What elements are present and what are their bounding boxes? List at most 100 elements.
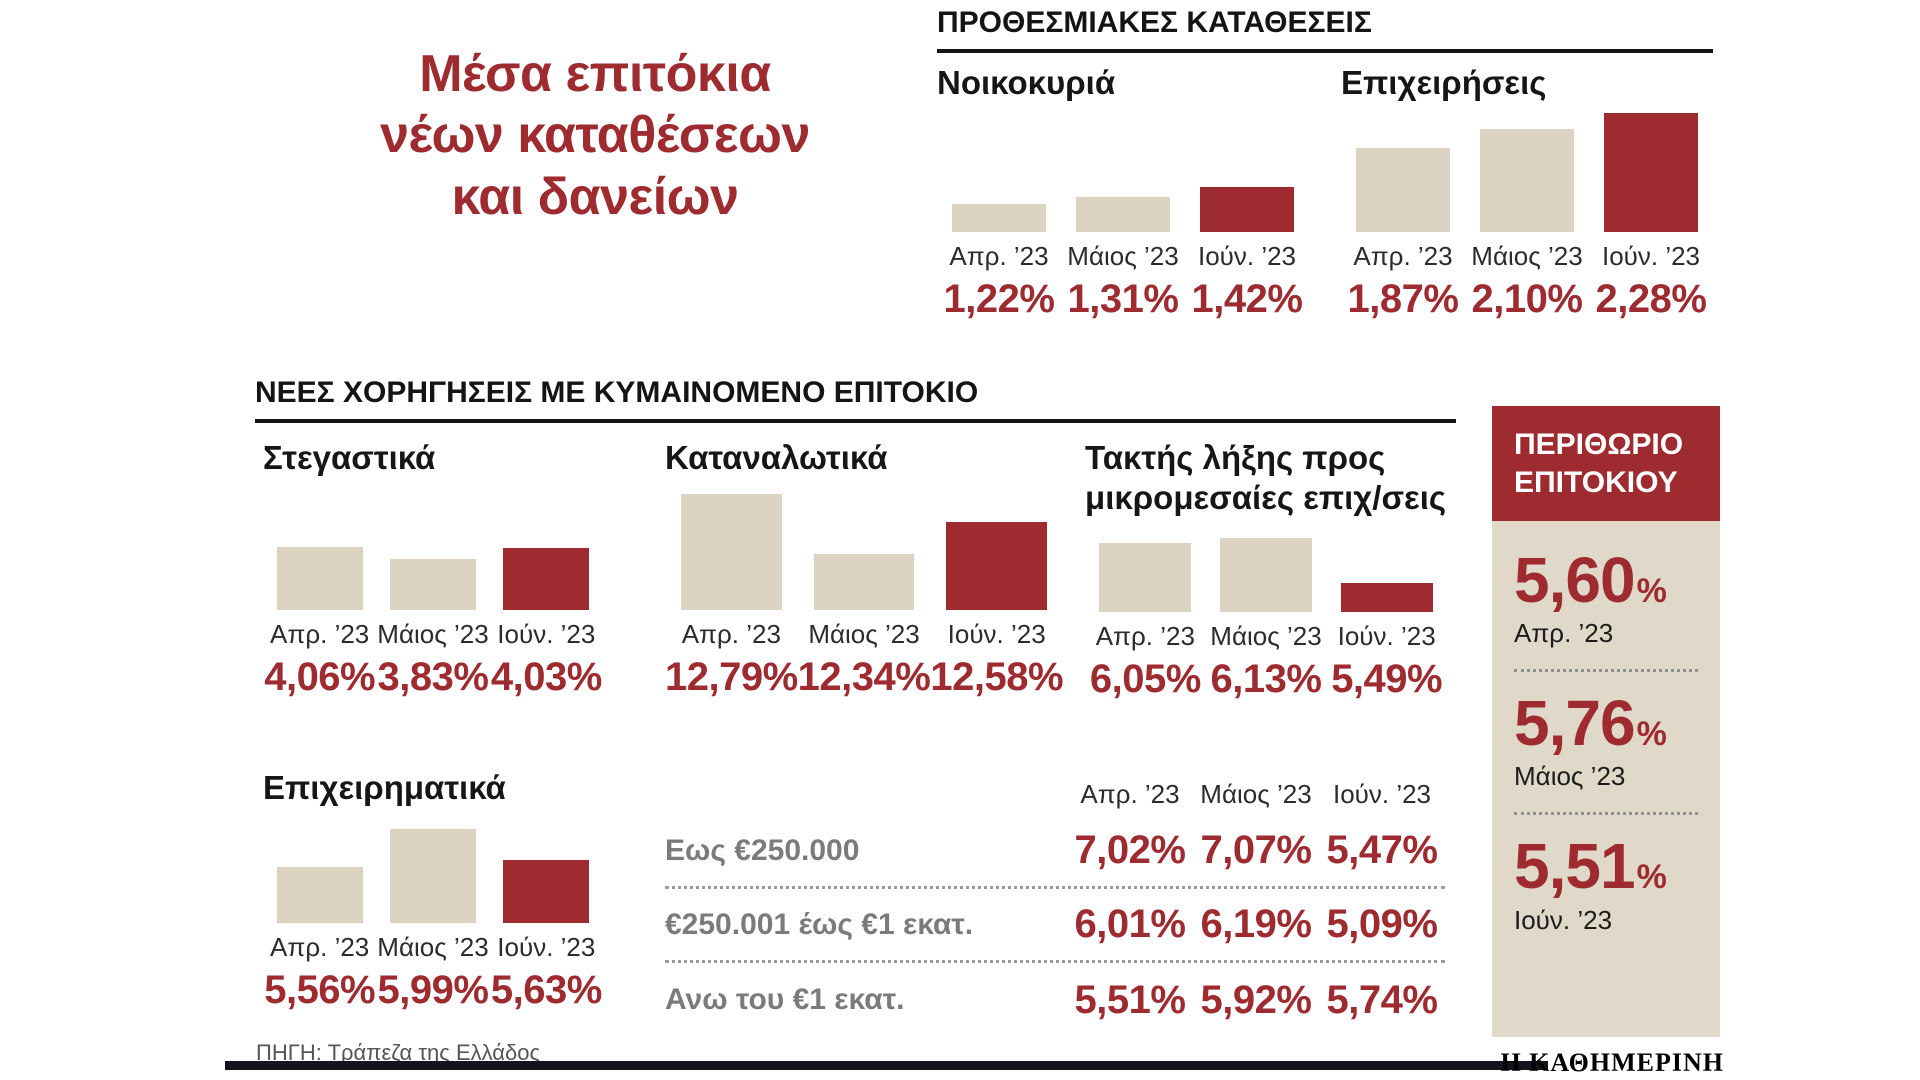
row-label: Ανω του €1 εκατ. bbox=[665, 983, 905, 1016]
bar-column: Μάιος ’23 6,13% bbox=[1206, 522, 1327, 702]
deposit-chart-group: Νοικοκυριά Απρ. ’23 1,22% Μάιος ’23 1,31% Ιο… bbox=[937, 63, 1713, 322]
bar-month-label: Απρ. ’23 bbox=[681, 619, 781, 649]
row-label: €250.001 έως €1 εκατ. bbox=[665, 907, 974, 941]
chart-title-consumer: Καταναλωτικά bbox=[665, 439, 888, 476]
bar-month-label: Απρ. ’23 bbox=[270, 619, 370, 649]
bar-area bbox=[937, 107, 1061, 232]
bar-area bbox=[263, 812, 376, 923]
bar-value-label: 5,63% bbox=[490, 968, 602, 1012]
chart-title-sme: Τακτής λήξης προς μικρομεσαίες επιχ/σεις bbox=[1085, 439, 1447, 516]
bar-chart-households: Απρ. ’23 1,22% Μάιος ’23 1,31% Ιούν. ’23 1,42… bbox=[937, 107, 1309, 322]
bar-chart-businesses: Απρ. ’23 1,87% Μάιος ’23 2,10% Ιούν. ’23 2,28… bbox=[1341, 107, 1713, 322]
bar-month-label: Ιούν. ’23 bbox=[497, 932, 596, 962]
bar-value-label: 5,99% bbox=[377, 968, 489, 1012]
cell-value: 6,19% bbox=[1200, 902, 1312, 946]
column-header-may: Μάιος ’23 bbox=[1200, 778, 1312, 809]
chart-title-businesses: Επιχειρήσεις bbox=[1341, 64, 1547, 101]
bar-area bbox=[1085, 522, 1206, 612]
bar-column: Απρ. ’23 12,79% bbox=[665, 482, 798, 700]
bar-loans-sme-3 bbox=[1340, 583, 1433, 612]
bar-month-label: Μάιος ’23 bbox=[377, 932, 489, 962]
bar-month-label: Ιούν. ’23 bbox=[947, 619, 1046, 649]
percent-sign: % bbox=[1636, 572, 1667, 610]
bar-value-label: 12,58% bbox=[930, 655, 1064, 699]
column-header-jun: Ιούν. ’23 bbox=[1332, 778, 1432, 809]
margin-entry-may: 5,76% Μάιος ’23 bbox=[1514, 690, 1698, 792]
margin-month-label: Μάιος ’23 bbox=[1514, 761, 1626, 792]
bar-value-label: 4,03% bbox=[490, 655, 602, 699]
bar-month-label: Ιούν. ’23 bbox=[497, 619, 596, 649]
bar-loans-consumer-3 bbox=[946, 522, 1048, 610]
margin-number: 5,76 bbox=[1514, 687, 1636, 760]
section-term-deposits: ΠΡΟΘΕΣΜΙΑΚΕΣ ΚΑΤΑΘΕΣΕΙΣ Νοικοκυριά Απρ. … bbox=[937, 6, 1713, 322]
source-note: ΠΗΓΗ: Τράπεζα της Ελλάδος bbox=[256, 1040, 541, 1065]
bar-column: Απρ. ’23 4,06% bbox=[263, 482, 376, 700]
chart-deposits-households: Νοικοκυριά Απρ. ’23 1,22% Μάιος ’23 1,31% Ιο… bbox=[937, 63, 1309, 322]
column-header-apr: Απρ. ’23 bbox=[1080, 778, 1180, 809]
bar-loans-business-2 bbox=[389, 829, 477, 923]
percent-sign: % bbox=[1636, 715, 1667, 754]
cell-value: 5,92% bbox=[1200, 977, 1312, 1022]
bar-value-label: 1,42% bbox=[1191, 277, 1303, 321]
bar-loans-business-3 bbox=[503, 860, 590, 923]
bar-area bbox=[1206, 522, 1327, 612]
page-title: Μέσα επιτόκια νέων καταθέσεων και δανείω… bbox=[380, 45, 810, 226]
margin-entry-apr: 5,60% Απρ. ’23 bbox=[1514, 544, 1698, 649]
bar-column: Απρ. ’23 5,56% bbox=[263, 812, 376, 1013]
bar-area bbox=[1341, 107, 1465, 232]
bar-column: Ιούν. ’23 1,42% bbox=[1185, 107, 1309, 322]
margin-panel-header: ΠΕΡΙΘΩΡΙΟ ΕΠΙΤΟΚΙΟΥ bbox=[1492, 406, 1720, 521]
margin-panel-title-line2: ΕΠΙΤΟΚΙΟΥ bbox=[1514, 465, 1678, 499]
bar-area bbox=[930, 482, 1063, 610]
bar-area bbox=[376, 482, 489, 610]
chart-title-mortgage: Στεγαστικά bbox=[263, 439, 436, 476]
bar-month-label: Μάιος ’23 bbox=[1210, 621, 1322, 651]
bar-month-label: Απρ. ’23 bbox=[949, 241, 1049, 271]
bar-loans-consumer-1 bbox=[680, 494, 782, 610]
bar-area bbox=[490, 482, 603, 610]
bar-deposits-households-1 bbox=[951, 204, 1047, 232]
dotted-divider bbox=[1514, 812, 1698, 816]
bar-month-label: Απρ. ’23 bbox=[1353, 241, 1453, 271]
bar-area bbox=[1589, 107, 1713, 232]
bar-column: Μάιος ’23 3,83% bbox=[376, 482, 489, 700]
bar-month-label: Ιούν. ’23 bbox=[1337, 621, 1436, 651]
bar-area bbox=[1185, 107, 1309, 232]
chart-loans-consumer: Καταναλωτικά Απρ. ’23 12,79% Μάιος ’23 12,3… bbox=[665, 438, 1064, 700]
chart-loans-sme: Τακτής λήξης προς μικρομεσαίες επιχ/σεις… bbox=[1085, 438, 1447, 702]
bar-loans-sme-1 bbox=[1099, 543, 1192, 612]
margin-panel-title-line1: ΠΕΡΙΘΩΡΙΟ bbox=[1514, 428, 1684, 461]
margin-month-label: Ιούν. ’23 bbox=[1514, 904, 1613, 935]
bar-area bbox=[490, 812, 603, 923]
bar-value-label: 1,87% bbox=[1347, 277, 1459, 321]
bar-chart-business: Απρ. ’23 5,56% Μάιος ’23 5,99% Ιούν. ’23 5,63… bbox=[263, 812, 603, 1013]
bar-column: Ιούν. ’23 5,49% bbox=[1326, 522, 1447, 702]
bar-area bbox=[1465, 107, 1589, 232]
margin-value: 5,76% bbox=[1514, 690, 1698, 757]
bar-area bbox=[263, 482, 376, 610]
row-label: Εως €250.000 bbox=[665, 833, 860, 867]
table-row-over-1m: Ανω του €1 εκατ. 5,51% 5,92% 5,74% bbox=[665, 963, 1445, 1037]
cell-value: 5,47% bbox=[1326, 828, 1438, 872]
bar-column: Απρ. ’23 1,87% bbox=[1341, 107, 1465, 322]
chart-loans-business: Επιχειρηματικά Απρ. ’23 5,56% Μάιος ’23 5,9… bbox=[263, 768, 603, 1013]
bar-value-label: 12,34% bbox=[797, 655, 931, 699]
business-loans-size-table: Απρ. ’23 Μάιος ’23 Ιούν. ’23 Εως €250.00… bbox=[665, 773, 1445, 1037]
bar-value-label: 2,28% bbox=[1595, 277, 1707, 321]
bar-area bbox=[798, 482, 931, 610]
footer-rule bbox=[225, 1061, 1548, 1070]
margin-number: 5,60 bbox=[1514, 544, 1636, 616]
cell-value: 7,07% bbox=[1200, 828, 1312, 872]
bar-chart-consumer: Απρ. ’23 12,79% Μάιος ’23 12,34% Ιούν. ’23 12… bbox=[665, 482, 1064, 700]
bar-value-label: 6,05% bbox=[1089, 657, 1201, 701]
bar-column: Ιούν. ’23 5,63% bbox=[490, 812, 603, 1013]
section-loans: ΝΕΕΣ ΧΟΡΗΓΗΣΕΙΣ ΜΕ ΚΥΜΑΙΝΟΜΕΝΟ ΕΠΙΤΟΚΙΟ bbox=[255, 376, 1456, 423]
bar-loans-mortgage-1 bbox=[276, 547, 363, 610]
bar-month-label: Ιούν. ’23 bbox=[1197, 241, 1297, 271]
bar-area bbox=[1061, 107, 1185, 232]
cell-value: 5,51% bbox=[1074, 977, 1186, 1022]
bar-deposits-businesses-3 bbox=[1603, 113, 1699, 232]
cell-value: 5,09% bbox=[1326, 902, 1438, 946]
bar-column: Απρ. ’23 1,22% bbox=[937, 107, 1061, 322]
chart-title-households: Νοικοκυριά bbox=[937, 64, 1116, 101]
